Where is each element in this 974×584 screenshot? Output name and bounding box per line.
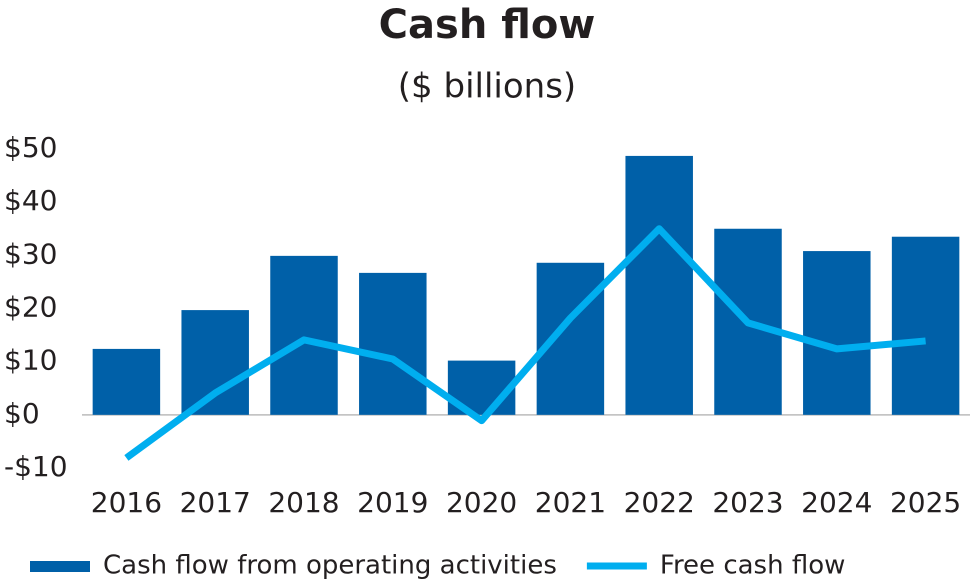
bar — [181, 310, 249, 415]
bar — [536, 262, 605, 415]
y-tick-label: $50 — [4, 131, 57, 164]
legend-swatch — [30, 561, 90, 572]
chart-subtitle: ($ billions) — [398, 67, 576, 107]
bar — [625, 155, 693, 415]
chart-title: Cash flow — [379, 2, 596, 48]
bar — [92, 348, 161, 415]
x-tick-label: 2025 — [890, 486, 961, 519]
x-tick-label: 2024 — [801, 486, 872, 519]
y-tick-label: $40 — [4, 184, 57, 217]
x-tick-label: 2022 — [624, 486, 695, 519]
y-tick-label: $10 — [4, 344, 57, 377]
y-tick-label: -$10 — [4, 450, 68, 483]
y-tick-label: $0 — [4, 397, 40, 430]
bar — [359, 272, 427, 415]
y-tick-label: $20 — [4, 291, 57, 324]
x-tick-label: 2021 — [535, 486, 606, 519]
bar — [803, 251, 871, 415]
legend-label: Free cash flow — [660, 551, 846, 581]
x-tick-label: 2018 — [268, 486, 339, 519]
x-tick-label: 2016 — [91, 486, 162, 519]
line — [124, 225, 926, 461]
x-tick-label: 2020 — [446, 486, 517, 519]
x-tick-label: 2017 — [180, 486, 251, 519]
bar — [891, 236, 960, 415]
x-tick-label: 2019 — [357, 486, 428, 519]
x-tick-label: 2023 — [712, 486, 783, 519]
legend-label: Cash flow from operating activities — [103, 551, 557, 581]
y-tick-label: $30 — [4, 237, 57, 270]
bar — [270, 255, 338, 415]
